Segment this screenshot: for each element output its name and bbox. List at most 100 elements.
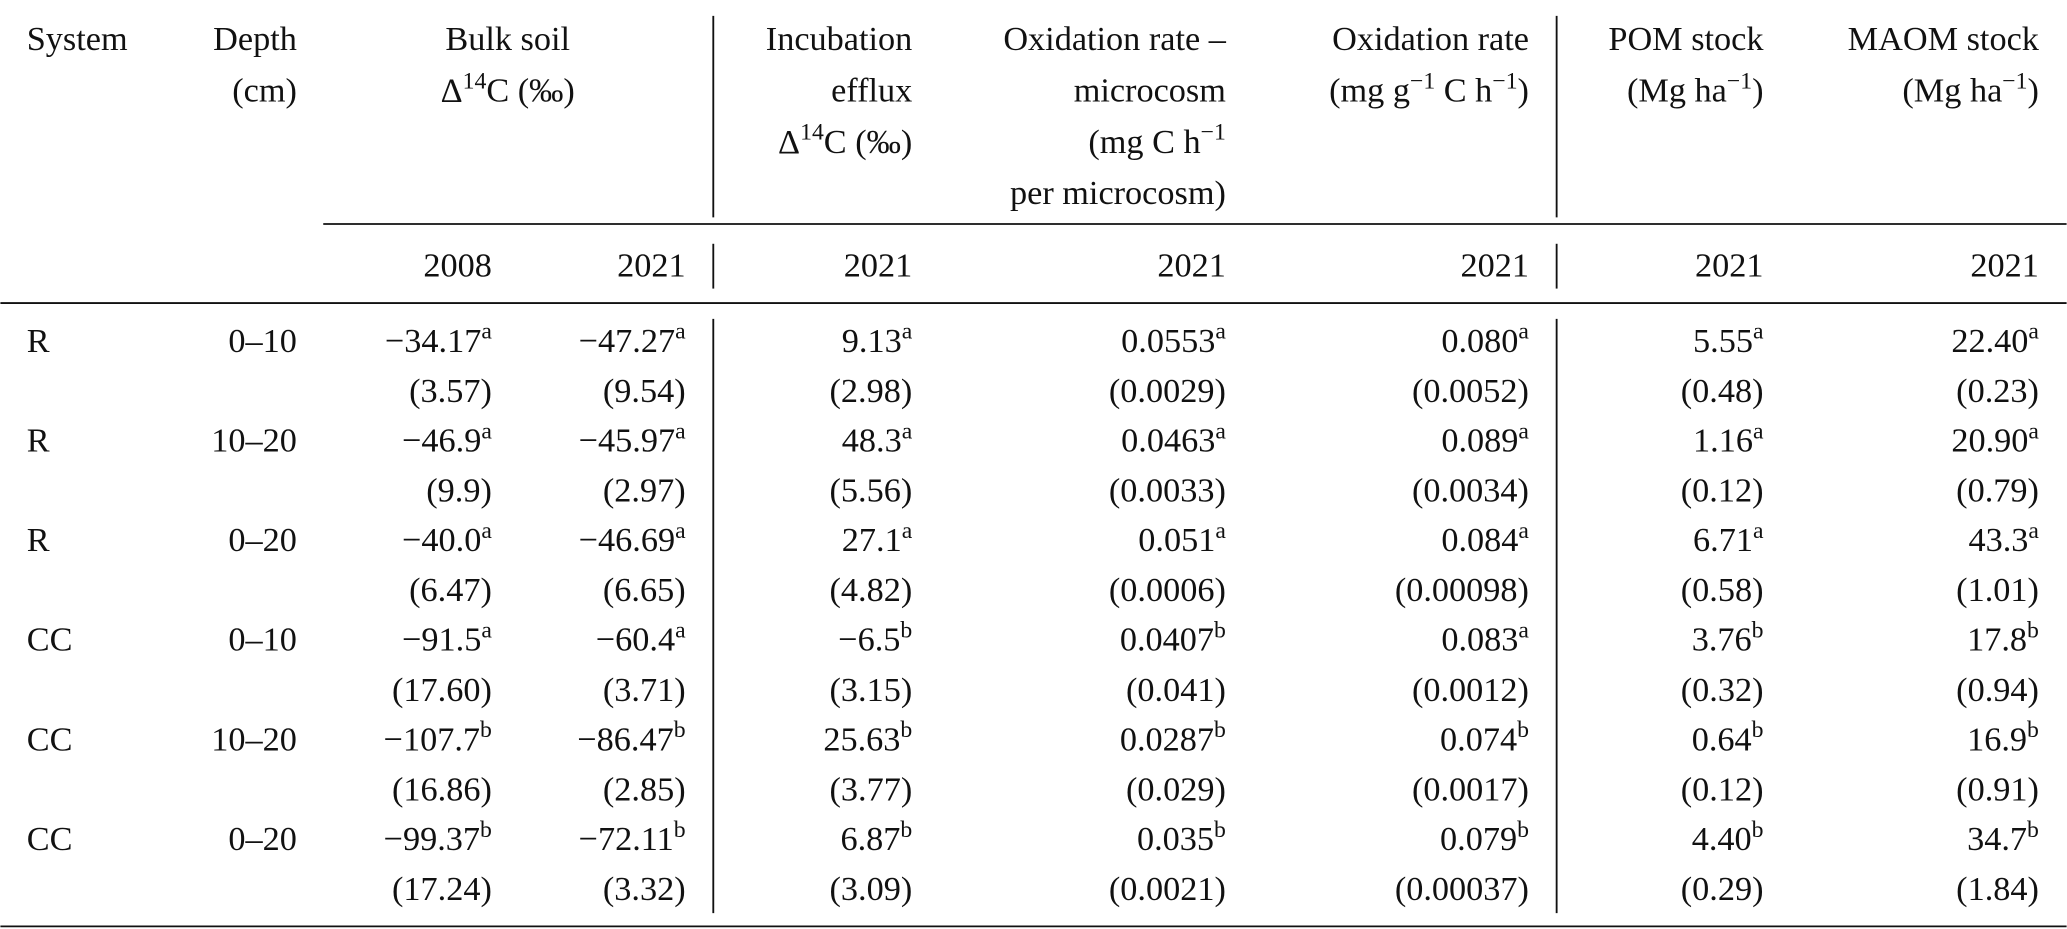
- standard-error: (3.09): [830, 870, 913, 908]
- value: −72.11: [579, 820, 674, 858]
- value-cell: 27.1a: [842, 518, 913, 559]
- column-header: per microcosm): [1010, 174, 1226, 212]
- value-cell: 34.7b: [1967, 817, 2039, 858]
- header-text: MAOM stock: [1848, 20, 2040, 58]
- significance-letter: a: [902, 319, 913, 345]
- significance-letter: a: [1753, 418, 1764, 444]
- standard-error: (2.85): [603, 770, 686, 808]
- value-cell: −34.17a: [385, 319, 492, 360]
- value-cell: 0.035b: [1137, 817, 1226, 858]
- column-header: microcosm: [1074, 71, 1227, 109]
- header-text: ): [1752, 71, 1763, 109]
- significance-letter: a: [675, 618, 686, 644]
- value: −91.5: [402, 621, 481, 659]
- significance-letter: b: [900, 717, 912, 743]
- standard-error: (0.0012): [1412, 671, 1529, 709]
- header-text: C h: [1435, 71, 1492, 109]
- significance-letter: a: [481, 418, 492, 444]
- standard-error: (1.01): [1956, 571, 2039, 609]
- significance-letter: b: [1214, 817, 1226, 843]
- standard-error: (0.029): [1126, 770, 1226, 808]
- value-cell: −46.9a: [402, 418, 492, 459]
- superscript: −1: [1201, 120, 1226, 146]
- value-cell: 48.3a: [842, 418, 913, 459]
- significance-letter: a: [675, 518, 686, 544]
- value-cell: 0.051a: [1138, 518, 1226, 559]
- system-cell: CC: [27, 820, 73, 858]
- column-header: (mg C h−1: [1088, 120, 1226, 161]
- value: 0.64: [1692, 720, 1752, 758]
- significance-letter: b: [674, 717, 686, 743]
- value-cell: 0.0287b: [1120, 717, 1226, 758]
- column-header: Depth: [213, 20, 297, 58]
- value-cell: 6.71a: [1693, 518, 1764, 559]
- significance-letter: a: [2028, 518, 2039, 544]
- value: 3.76: [1692, 621, 1752, 659]
- value: 0.0463: [1121, 421, 1215, 459]
- standard-error: (0.94): [1956, 671, 2039, 709]
- header-text: Δ: [778, 123, 800, 161]
- standard-error: (0.041): [1126, 671, 1226, 709]
- value: 34.7: [1967, 820, 2027, 858]
- significance-letter: a: [1215, 418, 1226, 444]
- value-cell: −99.37b: [384, 817, 492, 858]
- depth-cell: 10–20: [211, 720, 297, 758]
- standard-error: (0.00037): [1395, 870, 1529, 908]
- value: 0.0553: [1121, 322, 1215, 360]
- standard-error: (0.0017): [1412, 770, 1529, 808]
- value-cell: 17.8b: [1967, 618, 2039, 659]
- header-text: POM stock: [1608, 20, 1764, 58]
- value: 6.71: [1693, 521, 1753, 559]
- header-text: Oxidation rate –: [1003, 20, 1226, 58]
- significance-letter: b: [1517, 717, 1529, 743]
- significance-letter: b: [480, 717, 492, 743]
- column-header: (Mg ha−1): [1902, 68, 2039, 109]
- standard-error: (0.0006): [1109, 571, 1226, 609]
- value: 0.079: [1440, 820, 1517, 858]
- year-label: 2021: [1460, 247, 1529, 285]
- standard-error: (9.9): [426, 472, 492, 510]
- value: −107.7: [384, 720, 480, 758]
- value-cell: −40.0a: [402, 518, 492, 559]
- value: −34.17: [385, 322, 481, 360]
- value: 0.089: [1441, 421, 1518, 459]
- value: 0.051: [1138, 521, 1215, 559]
- significance-letter: a: [675, 319, 686, 345]
- value-cell: 20.90a: [1951, 418, 2039, 459]
- significance-letter: b: [1752, 717, 1764, 743]
- value-cell: −91.5a: [402, 618, 492, 659]
- significance-letter: a: [902, 518, 913, 544]
- depth-cell: 0–10: [228, 621, 296, 659]
- value-cell: 16.9b: [1967, 717, 2039, 758]
- header-text: (cm): [232, 71, 297, 109]
- significance-letter: a: [2028, 418, 2039, 444]
- column-header: (cm): [232, 71, 297, 109]
- significance-letter: a: [481, 319, 492, 345]
- standard-error: (0.00098): [1395, 571, 1529, 609]
- column-header: (Mg ha−1): [1627, 68, 1764, 109]
- header-text: (Mg ha: [1902, 71, 2002, 109]
- value-cell: −72.11b: [579, 817, 686, 858]
- value: 0.083: [1441, 621, 1518, 659]
- column-header: Incubation: [766, 20, 912, 58]
- significance-letter: b: [480, 817, 492, 843]
- value: −40.0: [402, 521, 481, 559]
- significance-letter: b: [674, 817, 686, 843]
- value: 22.40: [1951, 322, 2028, 360]
- value: −99.37: [384, 820, 480, 858]
- significance-letter: a: [1518, 518, 1529, 544]
- standard-error: (3.32): [603, 870, 686, 908]
- header-text: ): [2028, 71, 2039, 109]
- value-cell: 22.40a: [1951, 319, 2039, 360]
- value: 5.55: [1693, 322, 1753, 360]
- standard-error: (3.57): [409, 372, 492, 410]
- significance-letter: b: [1214, 717, 1226, 743]
- value-cell: 0.0553a: [1121, 319, 1226, 360]
- header-text: per microcosm): [1010, 174, 1226, 212]
- significance-letter: b: [2027, 817, 2039, 843]
- value: −6.5: [838, 621, 900, 659]
- value: 0.074: [1440, 720, 1517, 758]
- value-cell: −107.7b: [384, 717, 492, 758]
- value-cell: 0.0463a: [1121, 418, 1226, 459]
- column-header: Bulk soil: [445, 20, 570, 58]
